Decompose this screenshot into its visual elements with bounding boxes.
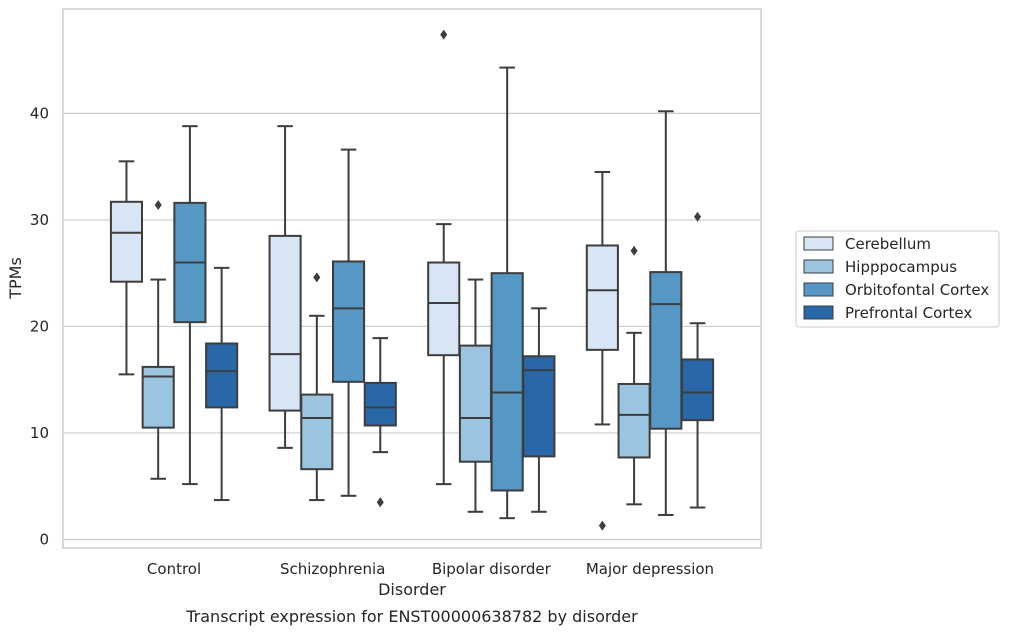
chart-caption: Transcript expression for ENST0000063878… bbox=[185, 607, 638, 626]
box-2-4 bbox=[617, 245, 651, 506]
legend-swatch bbox=[803, 282, 834, 297]
outlier-marker bbox=[598, 520, 606, 531]
x-axis-title: Disorder bbox=[378, 580, 446, 599]
box-4-2 bbox=[363, 337, 397, 508]
box-1-4 bbox=[585, 170, 619, 531]
x-tick-label: Schizophrenia bbox=[280, 560, 385, 578]
box-iqr bbox=[649, 271, 683, 430]
legend-label: Orbitofontal Cortex bbox=[845, 281, 989, 299]
box-3-2 bbox=[331, 148, 366, 497]
boxes bbox=[109, 29, 715, 531]
box-iqr bbox=[490, 272, 524, 492]
box-iqr bbox=[205, 342, 239, 409]
box-2-2 bbox=[300, 272, 334, 502]
legend-frame bbox=[795, 230, 1000, 328]
legend-label: Cerebellum bbox=[845, 235, 931, 253]
box-iqr bbox=[427, 261, 461, 357]
box-2-1 bbox=[141, 200, 175, 480]
y-tick-label: 10 bbox=[30, 424, 49, 442]
box-2-3 bbox=[458, 278, 493, 513]
outlier-marker bbox=[630, 245, 638, 256]
plot-frame bbox=[62, 8, 762, 549]
box-1-3 bbox=[427, 29, 461, 486]
box-3-4 bbox=[649, 110, 683, 516]
outlier-marker bbox=[376, 497, 384, 508]
outlier-marker bbox=[313, 272, 321, 283]
box-4-1 bbox=[205, 266, 239, 502]
x-tick-label: Bipolar disorder bbox=[432, 560, 552, 578]
box-iqr bbox=[585, 244, 619, 351]
x-ticks: Control Schizophrenia Bipolar disorder Majo… bbox=[147, 560, 714, 578]
box-3-1 bbox=[173, 125, 207, 486]
box-iqr bbox=[680, 358, 715, 422]
legend-label: Hipppocampus bbox=[845, 258, 957, 276]
legend-label: Prefrontal Cortex bbox=[845, 304, 972, 322]
box-iqr bbox=[300, 393, 334, 471]
box-iqr bbox=[268, 234, 302, 412]
y-ticks: 0 10 20 30 40 bbox=[30, 104, 49, 548]
legend-swatch bbox=[803, 236, 834, 251]
box-1-2 bbox=[268, 125, 302, 449]
y-tick-label: 20 bbox=[30, 317, 49, 335]
box-iqr bbox=[331, 260, 366, 383]
legend-swatch bbox=[803, 305, 834, 320]
box-iqr bbox=[458, 344, 493, 463]
y-axis-title: TPMs bbox=[6, 257, 25, 300]
box-3-3 bbox=[490, 66, 524, 520]
box-iqr bbox=[617, 382, 651, 459]
box-4-4 bbox=[680, 211, 715, 509]
outlier-marker bbox=[440, 29, 448, 40]
box-1-1 bbox=[109, 160, 144, 376]
legend-swatch bbox=[803, 259, 834, 274]
box-iqr bbox=[522, 355, 556, 458]
y-tick-label: 40 bbox=[30, 104, 49, 122]
outlier-marker bbox=[154, 200, 162, 210]
legend: Cerebellum Hipppocampus Orbitofontal Corte… bbox=[795, 230, 1000, 328]
box-iqr bbox=[363, 381, 397, 427]
y-tick-label: 30 bbox=[30, 211, 49, 229]
box-iqr bbox=[109, 200, 144, 283]
outlier-marker bbox=[694, 211, 702, 222]
box-4-3 bbox=[522, 307, 556, 513]
y-tick-label: 0 bbox=[39, 530, 49, 548]
x-tick-label: Control bbox=[147, 560, 201, 578]
x-tick-label: Major depression bbox=[586, 560, 714, 578]
